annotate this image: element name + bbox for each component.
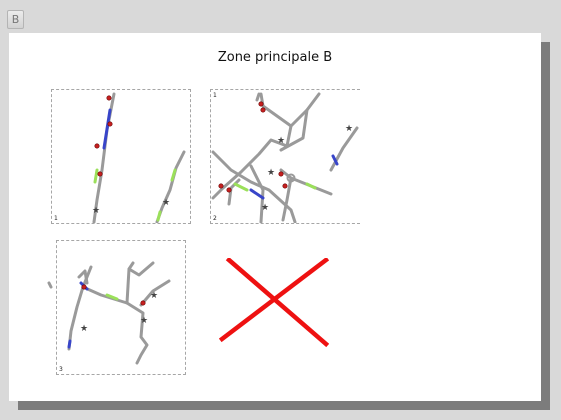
map-panel-2[interactable]: ★ ★ ★ ★ 1 2	[210, 89, 360, 224]
star-marker-icon: ★	[261, 203, 269, 213]
star-marker-icon: ★	[150, 291, 158, 301]
star-marker-icon: ★	[80, 324, 88, 334]
star-marker-icon: ★	[162, 198, 170, 208]
stop-marker-icon	[94, 143, 100, 149]
star-marker-icon: ★	[345, 124, 353, 134]
stop-marker-icon	[97, 171, 103, 177]
stop-marker-icon	[278, 171, 284, 177]
page-title: Zone principale B	[217, 50, 333, 65]
map-panel-3-drawing: ★ ★ ★	[47, 261, 171, 365]
stop-marker-icon	[81, 284, 87, 290]
panel-2-top-number: 1	[213, 92, 217, 99]
map-panel-1-drawing: ★ ★	[92, 92, 186, 223]
panel-3-number: 3	[59, 366, 63, 373]
map-panel-2-drawing: ★ ★ ★ ★	[211, 92, 359, 223]
star-marker-icon: ★	[92, 206, 100, 216]
panel-1-number: 1	[54, 215, 58, 222]
star-marker-icon: ★	[140, 316, 148, 326]
tab-b-button[interactable]: B	[7, 10, 24, 29]
stop-marker-icon	[106, 95, 112, 101]
stop-marker-icon	[107, 121, 113, 127]
stop-marker-icon	[140, 300, 146, 306]
panel-2-number: 2	[213, 215, 217, 222]
map-page: Zone principale B ★ ★ 1	[9, 33, 541, 401]
map-panel-3[interactable]: ★ ★ ★ 3	[47, 240, 186, 375]
stop-marker-icon	[282, 183, 288, 189]
stop-marker-icon	[226, 187, 232, 193]
red-cross-icon	[219, 258, 329, 348]
map-panel-1[interactable]: ★ ★ 1	[51, 89, 191, 224]
star-marker-icon: ★	[277, 136, 285, 146]
star-marker-icon: ★	[267, 168, 275, 178]
stop-marker-icon	[258, 101, 264, 107]
stop-marker-icon	[218, 183, 224, 189]
stop-marker-icon	[260, 107, 266, 113]
